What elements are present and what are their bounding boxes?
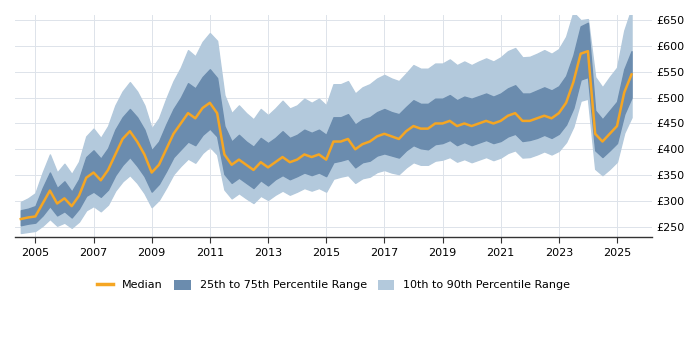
Legend: Median, 25th to 75th Percentile Range, 10th to 90th Percentile Range: Median, 25th to 75th Percentile Range, 1… [93, 276, 574, 294]
